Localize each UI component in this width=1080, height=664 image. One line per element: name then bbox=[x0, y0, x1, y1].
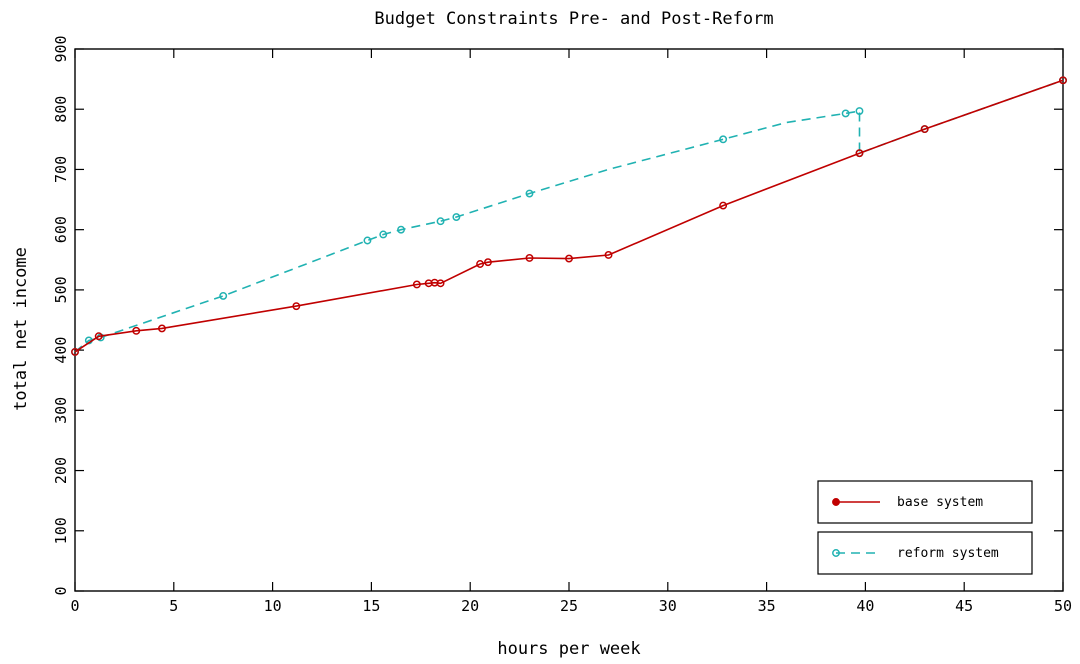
x-tick-label: 0 bbox=[70, 597, 79, 615]
data-point bbox=[476, 260, 485, 268]
data-point bbox=[412, 280, 421, 289]
data-point bbox=[71, 347, 79, 356]
y-tick-label: 200 bbox=[52, 457, 70, 484]
y-axis-label: total net income bbox=[11, 247, 31, 411]
y-tick-label: 0 bbox=[52, 586, 70, 595]
data-point bbox=[157, 324, 166, 333]
axis-ticks: 0 5 10 15 20 25 30 35 40 45 5001002003004005006007… bbox=[52, 35, 1072, 615]
x-tick-label: 25 bbox=[560, 597, 578, 615]
x-axis-label: hours per week bbox=[497, 639, 640, 659]
data-point bbox=[436, 217, 445, 226]
x-tick-label: 30 bbox=[659, 597, 677, 615]
data-point bbox=[132, 326, 141, 335]
data-point bbox=[436, 279, 445, 288]
series-layer bbox=[71, 76, 1067, 356]
legend-label: reform system bbox=[897, 546, 999, 561]
data-point bbox=[855, 107, 864, 115]
data-point bbox=[292, 302, 301, 311]
data-point bbox=[219, 291, 228, 300]
series-line bbox=[74, 79, 1064, 353]
legend-marker-swatch bbox=[832, 498, 840, 506]
y-tick-label: 400 bbox=[52, 337, 70, 364]
y-tick-label: 300 bbox=[52, 397, 70, 424]
x-tick-label: 50 bbox=[1054, 597, 1072, 615]
x-tick-label: 45 bbox=[955, 597, 973, 615]
data-point bbox=[379, 230, 388, 239]
y-tick-label: 100 bbox=[52, 517, 70, 544]
legend-label: base system bbox=[897, 495, 983, 510]
y-tick-label: 500 bbox=[52, 276, 70, 303]
data-point bbox=[841, 109, 850, 118]
y-tick-label: 800 bbox=[52, 96, 70, 123]
x-tick-label: 5 bbox=[169, 597, 178, 615]
x-tick-label: 10 bbox=[264, 597, 282, 615]
data-point bbox=[525, 254, 534, 262]
x-tick-label: 15 bbox=[362, 597, 380, 615]
data-point bbox=[363, 236, 372, 245]
x-tick-label: 20 bbox=[461, 597, 479, 615]
data-point bbox=[1059, 76, 1067, 85]
chart-title: Budget Constraints Pre- and Post-Reform bbox=[374, 9, 773, 29]
y-tick-label: 600 bbox=[52, 216, 70, 243]
data-point bbox=[565, 254, 573, 263]
data-point bbox=[855, 149, 864, 158]
data-point bbox=[397, 225, 405, 234]
data-point bbox=[484, 258, 492, 267]
data-point bbox=[719, 135, 728, 144]
data-point bbox=[719, 201, 728, 210]
data-point bbox=[94, 332, 103, 341]
y-tick-label: 700 bbox=[52, 156, 70, 183]
x-tick-label: 40 bbox=[856, 597, 874, 615]
y-tick-label: 900 bbox=[52, 35, 70, 62]
data-point bbox=[920, 125, 929, 134]
data-point bbox=[604, 251, 613, 259]
x-tick-label: 35 bbox=[758, 597, 776, 615]
data-point bbox=[452, 213, 461, 221]
legend-marker-swatch bbox=[832, 549, 840, 557]
chart-legend: base system reform system bbox=[817, 480, 1033, 575]
data-point bbox=[525, 189, 534, 198]
series-line bbox=[74, 79, 1064, 353]
